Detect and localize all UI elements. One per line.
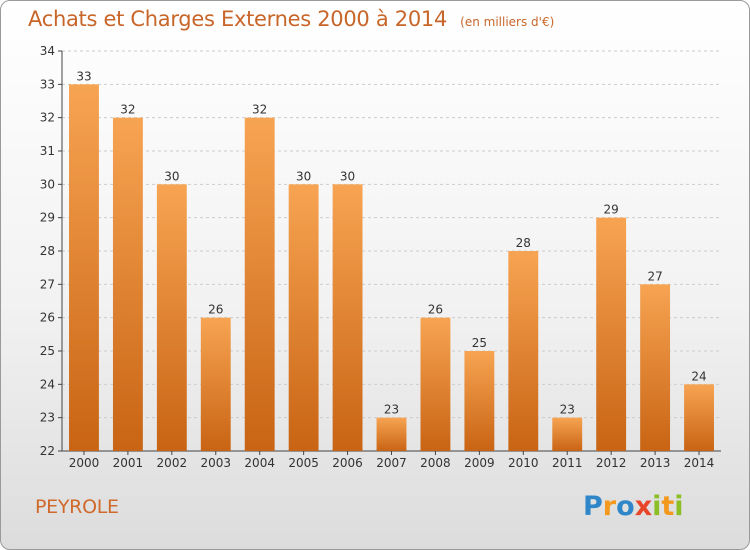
data-label: 30: [340, 169, 355, 183]
y-tick-label: 25: [40, 344, 55, 358]
y-tick-label: 33: [40, 77, 55, 91]
x-tick-label: 2005: [288, 456, 319, 470]
logo-letter: P: [583, 491, 603, 522]
x-tick-label: 2010: [508, 456, 539, 470]
x-tick-label: 2006: [332, 456, 363, 470]
logo-letter: t: [661, 491, 675, 522]
x-tick-label: 2001: [113, 456, 144, 470]
y-tick-label: 26: [40, 311, 55, 325]
logo-letter: r: [602, 491, 617, 522]
chart-title: Achats et Charges Externes 2000 à 2014: [28, 7, 448, 31]
logo-letter: o: [616, 491, 635, 522]
x-tick-label: 2009: [464, 456, 495, 470]
chart-title-block: Achats et Charges Externes 2000 à 2014 (…: [28, 7, 554, 31]
bar: [420, 317, 451, 451]
logo-letter: i: [674, 491, 684, 522]
y-tick-label: 28: [40, 244, 55, 258]
bar: [288, 184, 319, 452]
bar: [332, 184, 363, 452]
data-label: 23: [384, 403, 399, 417]
bar: [156, 184, 187, 452]
x-tick-label: 2004: [244, 456, 275, 470]
bar: [69, 84, 99, 451]
data-label: 28: [516, 236, 531, 250]
data-label: 27: [647, 269, 662, 283]
y-tick-label: 22: [40, 444, 55, 458]
x-tick-label: 2013: [640, 456, 671, 470]
y-tick-label: 27: [40, 277, 55, 291]
proxiti-logo: Proxiti: [583, 491, 684, 522]
logo-letter: i: [652, 491, 662, 522]
x-tick-label: 2011: [552, 456, 583, 470]
x-tick-label: 2000: [69, 456, 100, 470]
data-label: 25: [472, 336, 487, 350]
x-tick-label: 2002: [157, 456, 188, 470]
data-label: 24: [691, 369, 706, 383]
y-tick-label: 34: [40, 44, 55, 58]
bar: [508, 251, 539, 451]
y-tick-label: 24: [40, 377, 55, 391]
bar: [464, 351, 495, 451]
bar: [200, 317, 231, 451]
bar: [244, 117, 275, 452]
y-tick-label: 23: [40, 411, 55, 425]
data-label: 23: [560, 403, 575, 417]
chart-unit: (en milliers d'€): [460, 15, 555, 29]
bar: [376, 417, 407, 451]
data-label: 26: [208, 303, 223, 317]
x-tick-label: 2014: [684, 456, 715, 470]
y-tick-label: 31: [40, 144, 55, 158]
data-label: 32: [120, 103, 135, 117]
y-tick-label: 29: [40, 211, 55, 225]
data-label: 33: [76, 69, 91, 83]
bar: [552, 417, 583, 451]
logo-letter: x: [634, 491, 653, 522]
data-label: 30: [164, 169, 179, 183]
y-tick-label: 30: [40, 177, 55, 191]
bar: [112, 117, 143, 452]
commune-name: PEYROLE: [35, 496, 119, 518]
bar: [684, 384, 714, 451]
x-tick-label: 2007: [376, 456, 407, 470]
data-label: 30: [296, 169, 311, 183]
x-tick-label: 2008: [420, 456, 451, 470]
x-tick-label: 2012: [596, 456, 627, 470]
x-tick-label: 2003: [200, 456, 231, 470]
bar: [640, 284, 671, 451]
data-label: 26: [428, 303, 443, 317]
y-tick-label: 32: [40, 111, 55, 125]
data-label: 29: [604, 203, 619, 217]
bar: [596, 217, 627, 451]
data-label: 32: [252, 103, 267, 117]
